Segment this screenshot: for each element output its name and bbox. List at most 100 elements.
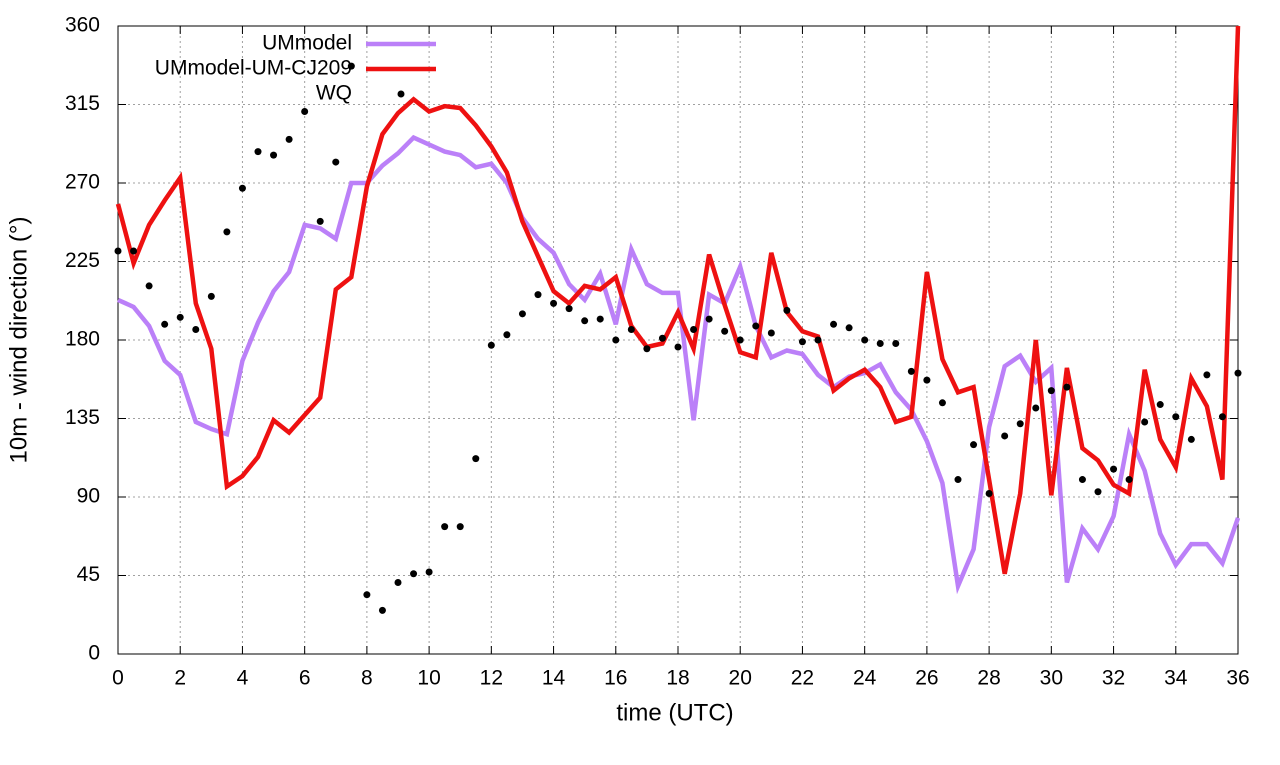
data-point: [238, 184, 246, 192]
y-tick-label: 180: [65, 328, 100, 351]
data-point: [192, 326, 200, 334]
x-tick-label: 4: [237, 667, 249, 690]
data-point: [721, 327, 729, 335]
data-point: [254, 148, 262, 156]
data-point: [767, 329, 775, 337]
x-tick-label: 20: [729, 667, 752, 690]
data-point: [1001, 432, 1009, 440]
data-point: [1141, 418, 1149, 426]
data-point: [938, 399, 946, 407]
data-point: [363, 591, 371, 599]
data-point: [1234, 369, 1242, 377]
data-point: [783, 306, 791, 314]
x-tick-label: 36: [1226, 667, 1249, 690]
data-point: [534, 291, 542, 299]
data-point: [1203, 371, 1211, 379]
x-tick-label: 2: [174, 667, 186, 690]
data-point: [1125, 476, 1133, 484]
x-tick-label: 18: [666, 667, 689, 690]
data-point: [1187, 435, 1195, 443]
data-point: [176, 313, 184, 321]
data-point: [550, 299, 558, 307]
data-point: [690, 326, 698, 334]
y-tick-label: 0: [88, 642, 100, 665]
data-point: [1063, 383, 1071, 391]
data-point: [145, 282, 153, 290]
data-point: [487, 341, 495, 349]
y-tick-label: 135: [65, 406, 100, 429]
y-tick-label: 360: [65, 14, 100, 37]
x-tick-label: 14: [542, 667, 566, 690]
data-point: [736, 336, 744, 344]
data-line: [115, 25, 1241, 575]
data-point: [394, 578, 402, 586]
legend-label: WQ: [316, 82, 352, 105]
data-point: [1016, 420, 1024, 428]
data-point: [425, 568, 433, 576]
y-tick-label: 225: [65, 249, 100, 272]
data-point: [861, 336, 869, 344]
data-line: [117, 134, 1241, 595]
data-point: [270, 151, 278, 159]
data-point: [923, 376, 931, 384]
data-point: [1156, 401, 1164, 409]
data-point: [954, 476, 962, 484]
data-point: [1094, 488, 1102, 496]
data-point: [347, 62, 355, 70]
data-point: [970, 441, 978, 449]
x-tick-label: 16: [604, 667, 627, 690]
data-point: [798, 338, 806, 346]
data-point: [565, 305, 573, 313]
y-tick-label: 90: [77, 485, 100, 508]
x-tick-label: 24: [853, 667, 877, 690]
data-point: [596, 315, 604, 323]
data-point: [752, 322, 760, 330]
data-point: [410, 570, 418, 578]
plot-frame: [117, 25, 1239, 655]
data-point: [316, 217, 324, 225]
data-point: [207, 292, 215, 300]
y-axis-label: 10m - wind direction (°): [5, 216, 32, 463]
data-point: [503, 331, 511, 339]
data-point: [643, 345, 651, 353]
x-tick-label: 0: [112, 667, 124, 690]
x-tick-label: 26: [915, 667, 938, 690]
data-point: [130, 247, 138, 255]
data-point: [223, 228, 231, 236]
data-point: [456, 523, 464, 531]
data-point: [161, 320, 169, 328]
legend-label: UMmodel: [262, 32, 352, 55]
x-tick-label: 30: [1040, 667, 1063, 690]
data-point: [472, 455, 480, 463]
x-tick-label: 10: [417, 667, 440, 690]
data-point: [612, 336, 620, 344]
data-point: [1047, 387, 1055, 395]
x-axis-label: time (UTC): [616, 699, 733, 726]
data-point: [674, 343, 682, 351]
data-point: [658, 334, 666, 342]
data-point: [1110, 465, 1118, 473]
data-point: [627, 326, 635, 334]
data-point: [114, 247, 122, 255]
data-point: [301, 107, 309, 115]
legend-label: UMmodel-UM-CJ209: [155, 57, 352, 80]
data-point: [985, 490, 993, 498]
x-tick-label: 34: [1164, 667, 1188, 690]
data-point: [285, 135, 293, 143]
data-point: [1078, 476, 1086, 484]
legend-symbol: [397, 90, 405, 98]
x-tick-label: 6: [299, 667, 311, 690]
data-point: [332, 158, 340, 166]
data-point: [378, 606, 386, 614]
y-tick-label: 315: [65, 92, 100, 115]
x-tick-label: 32: [1102, 667, 1125, 690]
x-tick-label: 12: [480, 667, 503, 690]
data-point: [1032, 404, 1040, 412]
x-tick-label: 22: [791, 667, 814, 690]
data-point: [830, 320, 838, 328]
data-point: [907, 367, 915, 375]
data-point: [876, 339, 884, 347]
data-point: [518, 310, 526, 318]
data-point: [1172, 413, 1180, 421]
